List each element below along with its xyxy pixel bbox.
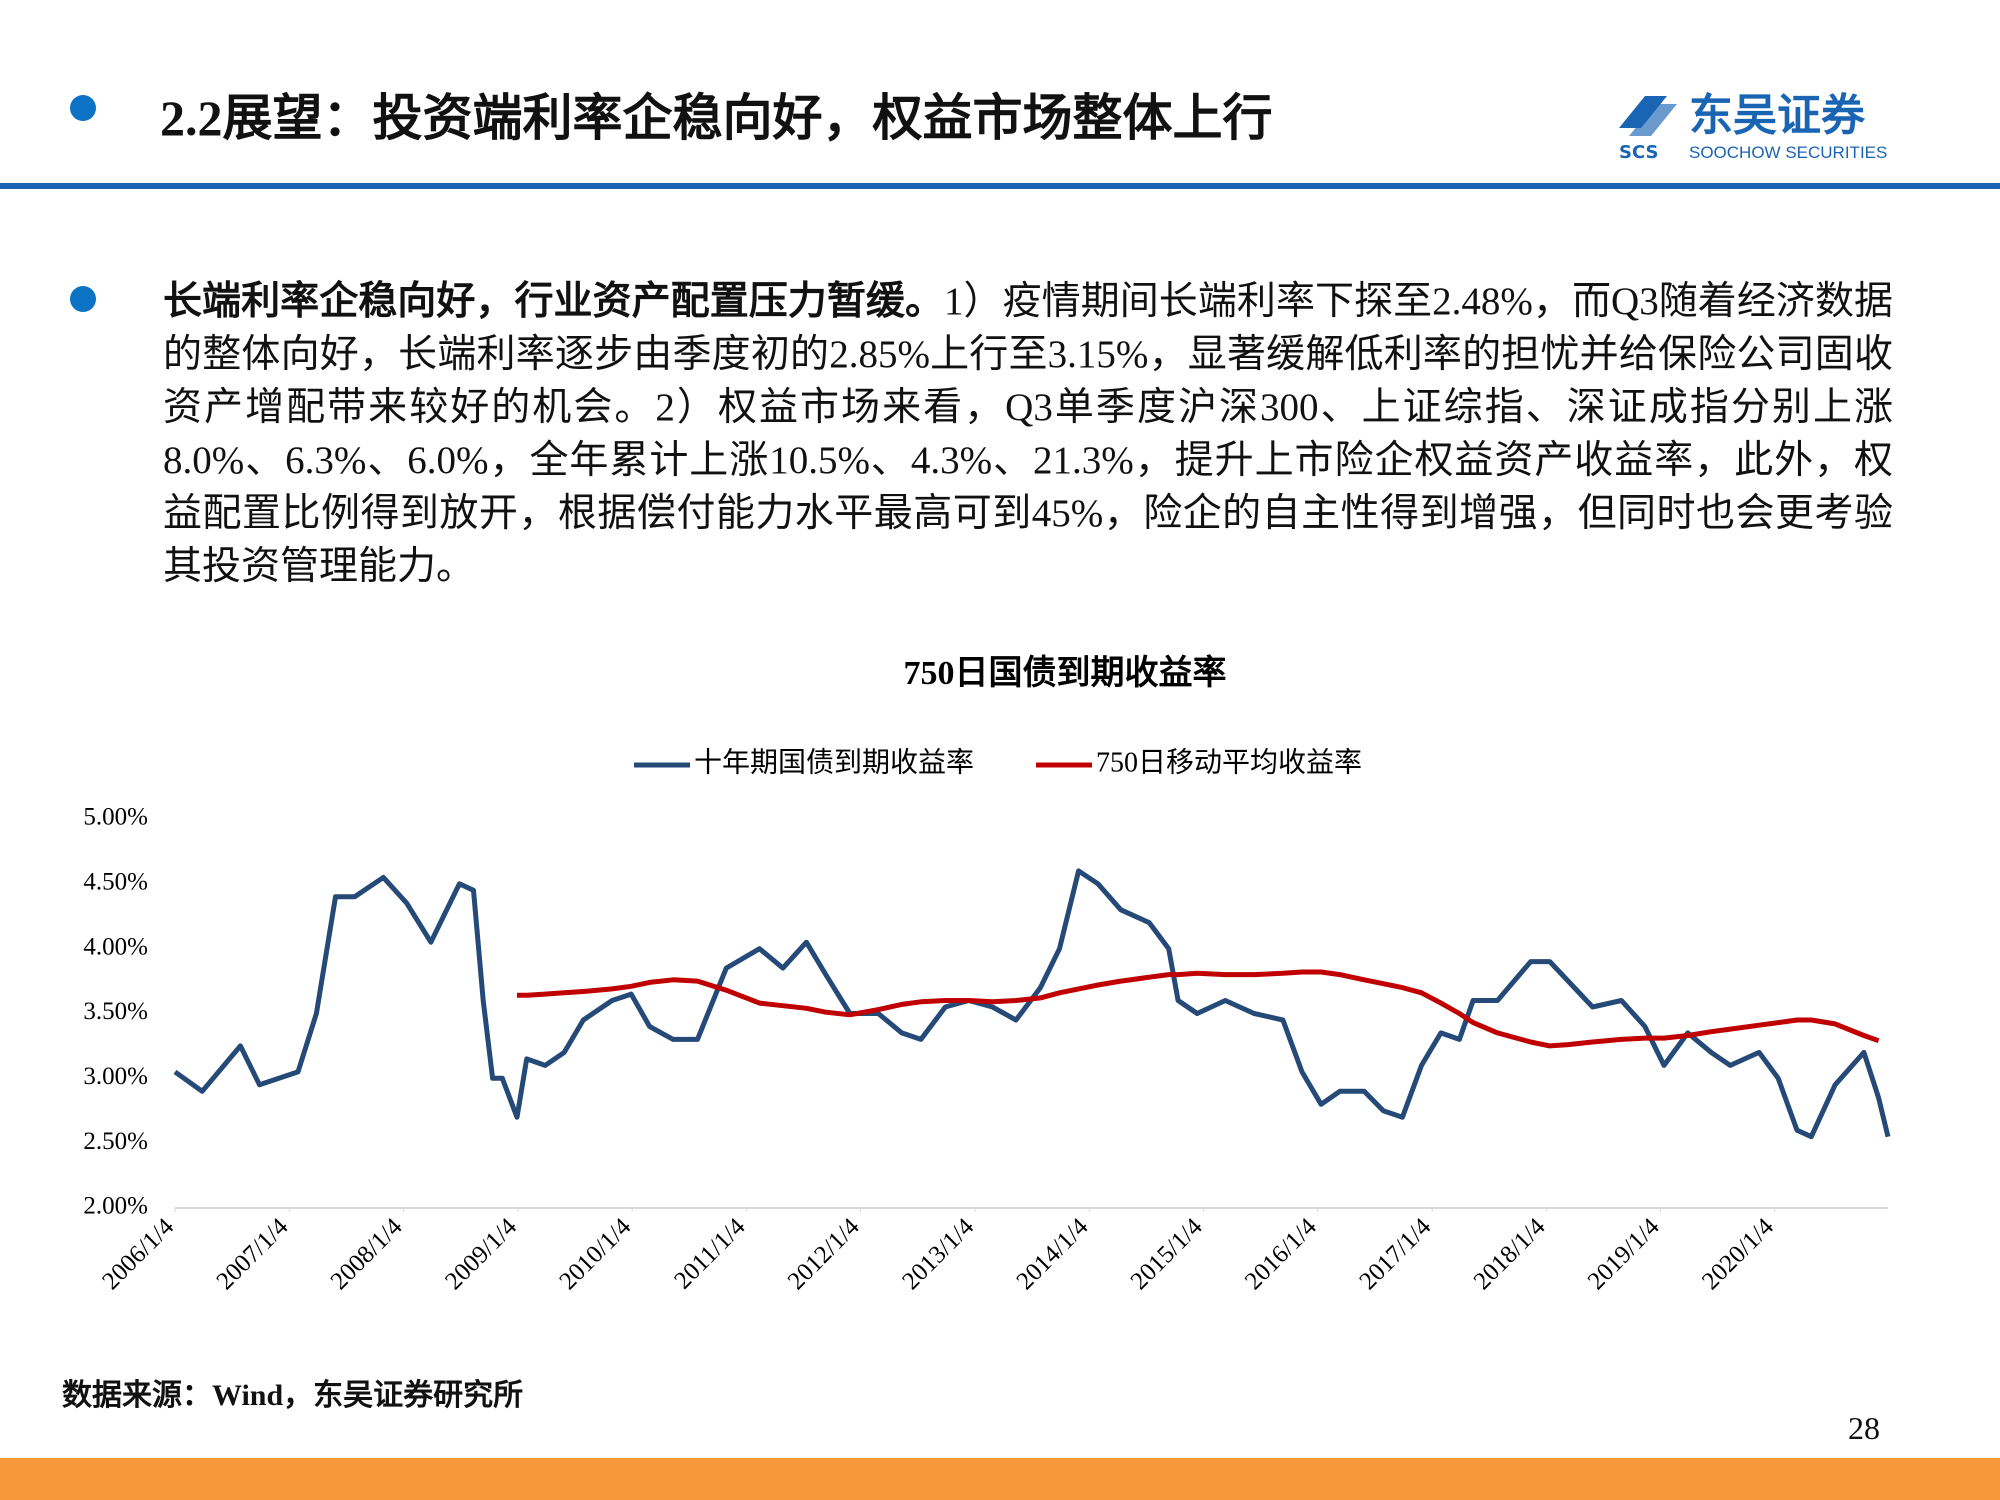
body-lead: 长端利率企稳向好，行业资产配置压力暂缓。 (163, 280, 944, 323)
y-tick-label: 3.50% (83, 998, 148, 1025)
x-tick-label: 2012/1/4 (783, 1213, 865, 1295)
legend-label: 750日移动平均收益率 (1096, 746, 1362, 778)
chart-title: 750日国债到期收益率 (904, 654, 1227, 692)
logo-abbr: SCS (1619, 142, 1658, 163)
x-tick-label: 2017/1/4 (1354, 1213, 1436, 1295)
series-line (517, 969, 1880, 1049)
bullet (70, 95, 96, 121)
y-tick-label: 4.50% (83, 869, 148, 896)
series-line (173, 868, 1891, 1140)
bullet (70, 286, 96, 312)
body-text: 长端利率企稳向好，行业资产配置压力暂缓。1）疫情期间长端利率下探至2.48%，而… (163, 275, 1893, 593)
y-tick-label: 2.00% (83, 1193, 148, 1220)
page-number: 28 (1848, 1410, 1880, 1446)
y-tick-label: 4.00% (83, 933, 148, 960)
x-tick-label: 2006/1/4 (97, 1213, 179, 1295)
x-tick-label: 2019/1/4 (1583, 1213, 1665, 1295)
x-tick-label: 2018/1/4 (1469, 1213, 1551, 1295)
chart: 750日国债到期收益率 2.00% 2.50% 3.00% 3.50% 4.00% 4.5… (83, 654, 1891, 1295)
x-tick-label: 2016/1/4 (1240, 1213, 1322, 1295)
y-tick-label: 3.00% (83, 1063, 148, 1090)
logo-cn: 东吴证券 (1689, 90, 1866, 141)
x-tick-label: 2007/1/4 (211, 1213, 293, 1295)
y-tick-label: 2.50% (83, 1128, 148, 1155)
footer-bar (0, 1458, 2000, 1500)
x-tick-label: 2013/1/4 (897, 1213, 979, 1295)
body-rest: 1）疫情期间长端利率下探至2.48%，而Q3随着经济数据的整体向好，长端利率逐步… (163, 280, 1893, 588)
source-note: 数据来源：Wind，东吴证券研究所 (62, 1379, 524, 1412)
logo-mark (1629, 104, 1677, 136)
x-tick-label: 2008/1/4 (326, 1213, 408, 1295)
x-tick-label: 2009/1/4 (440, 1213, 522, 1295)
x-tick-label: 2015/1/4 (1126, 1213, 1208, 1295)
x-tick-label: 2014/1/4 (1012, 1213, 1094, 1295)
legend-label: 十年期国债到期收益率 (694, 746, 974, 778)
y-tick-label: 5.00% (83, 804, 148, 831)
logo: 东吴证券 SCS SOOCHOW SECURITIES (1619, 90, 1887, 163)
x-tick-label: 2010/1/4 (554, 1213, 636, 1295)
slide-title: 2.2展望：投资端利率企稳向好，权益市场整体上行 (160, 90, 1273, 146)
x-tick-label: 2020/1/4 (1697, 1213, 1779, 1295)
header-rule (0, 183, 2000, 189)
logo-en: SOOCHOW SECURITIES (1689, 143, 1887, 162)
x-tick-label: 2011/1/4 (669, 1213, 751, 1295)
